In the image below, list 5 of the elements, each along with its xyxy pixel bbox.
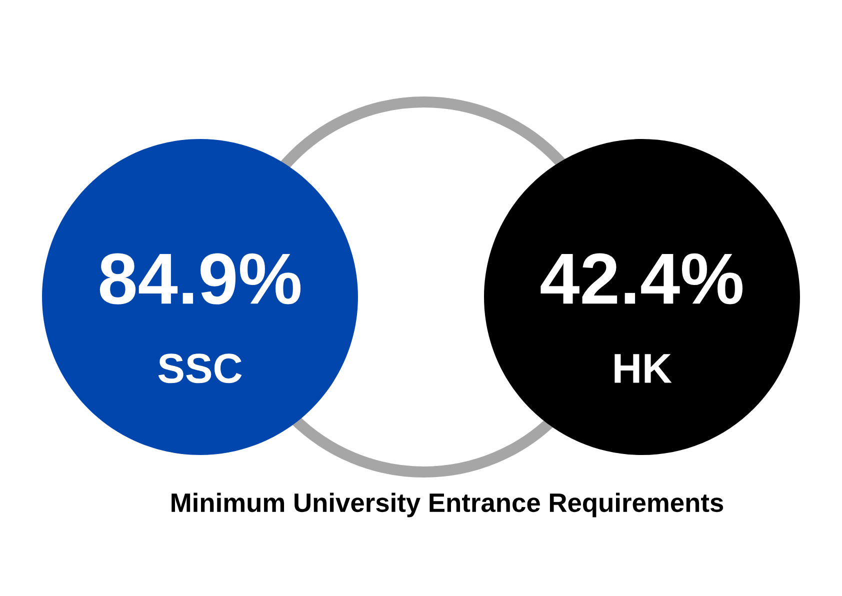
category-label: HK — [614, 354, 672, 383]
category-label: SSC — [158, 354, 242, 384]
data-label: 42.4% — [540, 253, 742, 304]
data-label: 84.9% — [100, 253, 300, 304]
text: Minimum University Entrance Requirements — [172, 492, 724, 518]
